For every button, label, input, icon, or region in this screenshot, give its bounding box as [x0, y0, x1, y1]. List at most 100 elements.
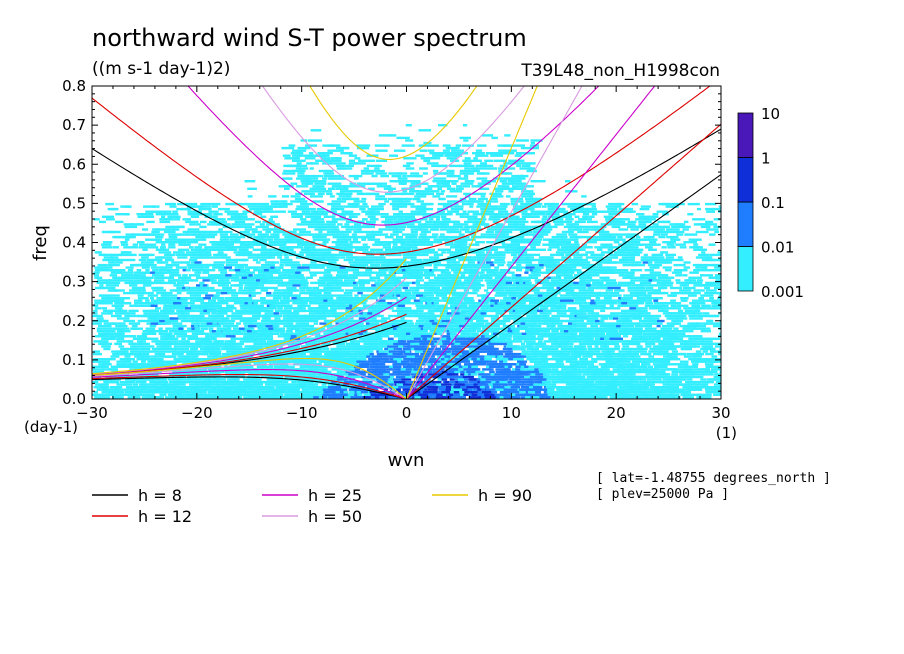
spectrum-cell: [132, 284, 138, 287]
spectrum-cell: [278, 355, 283, 358]
spectrum-cell: [535, 327, 542, 330]
spectrum-cell: [379, 370, 386, 374]
spectrum-cell: [366, 340, 377, 343]
spectrum-cell: [409, 322, 415, 325]
spectrum-cell: [225, 347, 240, 351]
spectrum-cell: [142, 358, 148, 361]
spectrum-cell: [618, 365, 623, 368]
spectrum-cell: [600, 337, 606, 340]
spectrum-cell: [185, 342, 199, 346]
spectrum-cell: [260, 297, 266, 300]
spectrum-cell: [543, 299, 556, 302]
spectrum-cell: [586, 350, 591, 353]
spectrum-cell: [665, 373, 671, 376]
spectrum-cell: [459, 391, 468, 394]
spectrum-cell: [206, 347, 216, 351]
spectrum-cell: [203, 327, 208, 330]
spectrum-cell: [595, 347, 609, 351]
spectrum-cell: [458, 380, 464, 384]
spectrum-cell: [702, 307, 716, 310]
spectrum-cell: [519, 304, 530, 307]
spectrum-cell: [334, 314, 342, 318]
spectrum-cell: [98, 383, 103, 386]
spectrum-cell: [541, 352, 551, 356]
spectrum-cell: [630, 279, 642, 282]
spectrum-cell: [559, 358, 566, 361]
spectrum-cell: [551, 345, 561, 348]
spectrum-cell: [457, 375, 465, 379]
spectrum-cell: [338, 337, 352, 340]
spectrum-cell: [343, 352, 358, 356]
spectrum-cell: [123, 279, 134, 282]
spectrum-cell: [475, 370, 485, 374]
spectrum-cell: [132, 396, 141, 399]
spectrum-cell: [503, 368, 511, 371]
spectrum-cell: [498, 365, 508, 368]
spectrum-cell: [393, 360, 399, 363]
spectrum-cell: [512, 335, 520, 338]
spectrum-cell: [499, 380, 513, 384]
spectrum-cell: [537, 386, 543, 389]
spectrum-cell: [488, 297, 495, 300]
spectrum-cell: [226, 307, 232, 310]
spectrum-cell: [375, 291, 382, 295]
spectrum-cell: [277, 276, 284, 279]
spectrum-cell: [387, 360, 399, 363]
spectrum-cell: [234, 276, 240, 279]
spectrum-cell: [458, 291, 467, 295]
spectrum-cell: [529, 297, 541, 300]
spectrum-cell: [546, 332, 555, 335]
spectrum-cell: [359, 337, 370, 340]
spectrum-cell: [365, 304, 372, 307]
spectrum-cell: [242, 388, 248, 391]
spectrum-cell: [292, 347, 298, 351]
spectrum-cell: [416, 319, 425, 323]
spectrum-cell: [132, 309, 139, 313]
spectrum-cell: [555, 284, 562, 287]
spectrum-cell: [459, 393, 465, 396]
spectrum-cell: [274, 365, 282, 368]
spectrum-cell: [451, 345, 457, 348]
spectrum-cell: [626, 393, 640, 396]
spectrum-cell: [537, 393, 544, 396]
spectrum-cell: [419, 332, 426, 335]
spectrum-cell: [221, 317, 230, 320]
spectrum-cell: [494, 314, 499, 318]
spectrum-shading: [92, 124, 721, 399]
spectrum-cell: [476, 340, 483, 343]
spectrum-cell: [662, 363, 669, 366]
spectrum-cell: [211, 304, 222, 307]
spectrum-cell: [389, 391, 397, 394]
spectrum-cell: [173, 302, 183, 305]
spectrum-cell: [538, 380, 546, 384]
spectrum-cell: [682, 335, 692, 338]
spectrum-cell: [282, 314, 291, 318]
spectrum-cell: [183, 304, 189, 307]
spectrum-cell: [270, 345, 278, 348]
spectrum-cell: [131, 286, 146, 290]
spectrum-cell: [99, 396, 111, 399]
spectrum-cell: [216, 281, 225, 285]
spectrum-cell: [330, 375, 338, 379]
spectrum-cell: [150, 327, 156, 330]
spectrum-cell: [506, 335, 513, 338]
spectrum-cell: [96, 317, 104, 320]
spectrum-cell: [453, 302, 459, 305]
spectrum-cell: [676, 380, 682, 384]
spectrum-cell: [450, 340, 459, 343]
spectrum-cell: [124, 358, 131, 361]
spectrum-cell: [167, 378, 181, 381]
spectrum-cell: [678, 378, 687, 381]
spectrum-cell: [520, 342, 526, 346]
spectrum-cell: [583, 340, 592, 343]
spectrum-cell: [435, 396, 445, 399]
spectrum-cell: [264, 312, 271, 315]
spectrum-cell: [343, 294, 353, 297]
spectrum-cell: [600, 322, 613, 325]
spectrum-cell: [124, 312, 136, 315]
spectrum-cell: [580, 386, 587, 389]
spectrum-cell: [406, 294, 418, 297]
spectrum-cell: [154, 358, 162, 361]
spectrum-cell: [457, 299, 463, 302]
spectrum-cell: [343, 391, 349, 394]
